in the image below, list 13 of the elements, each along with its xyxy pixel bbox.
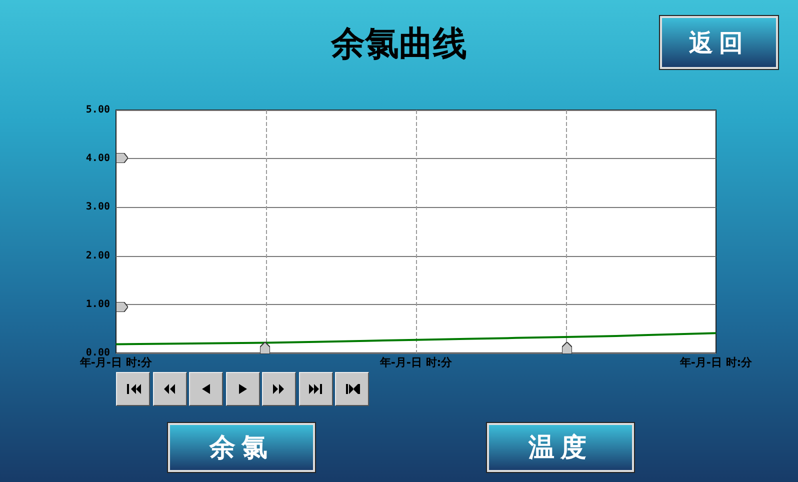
text: 返回 bbox=[660, 16, 778, 69]
x-tick-label: 年-月-日 时:分 bbox=[78, 356, 154, 369]
x-tick-label: 年-月-日 时:分 bbox=[678, 356, 754, 369]
y-tick-label: 0.00 bbox=[86, 348, 110, 358]
y-tick-label: 5.00 bbox=[86, 104, 110, 116]
chart-title: 余氯曲线 bbox=[330, 24, 467, 64]
x-tick-label: 年-月-日 时:分 bbox=[378, 356, 454, 369]
text: 余氯 bbox=[168, 423, 315, 472]
y-tick-label: 3.00 bbox=[86, 202, 110, 213]
text: 温度 bbox=[487, 423, 634, 472]
y-tick-label: 2.00 bbox=[86, 250, 110, 262]
y-tick-label: 1.00 bbox=[86, 298, 110, 310]
y-tick-label: 4.00 bbox=[86, 153, 110, 164]
